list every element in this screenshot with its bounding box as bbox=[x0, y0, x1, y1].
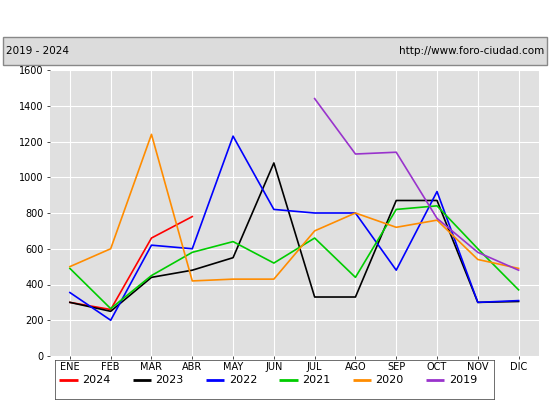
Text: 2023: 2023 bbox=[156, 375, 184, 385]
Text: 2019: 2019 bbox=[449, 375, 477, 385]
Text: 2024: 2024 bbox=[82, 375, 111, 385]
Text: 2020: 2020 bbox=[376, 375, 404, 385]
Text: 2019 - 2024: 2019 - 2024 bbox=[6, 46, 69, 56]
Text: http://www.foro-ciudad.com: http://www.foro-ciudad.com bbox=[399, 46, 544, 56]
FancyBboxPatch shape bbox=[3, 37, 547, 65]
Text: Evolucion Nº Turistas Extranjeros en el municipio de Montmeló: Evolucion Nº Turistas Extranjeros en el … bbox=[79, 12, 471, 24]
FancyBboxPatch shape bbox=[55, 360, 495, 400]
Text: 2022: 2022 bbox=[229, 375, 257, 385]
Text: 2021: 2021 bbox=[302, 375, 331, 385]
